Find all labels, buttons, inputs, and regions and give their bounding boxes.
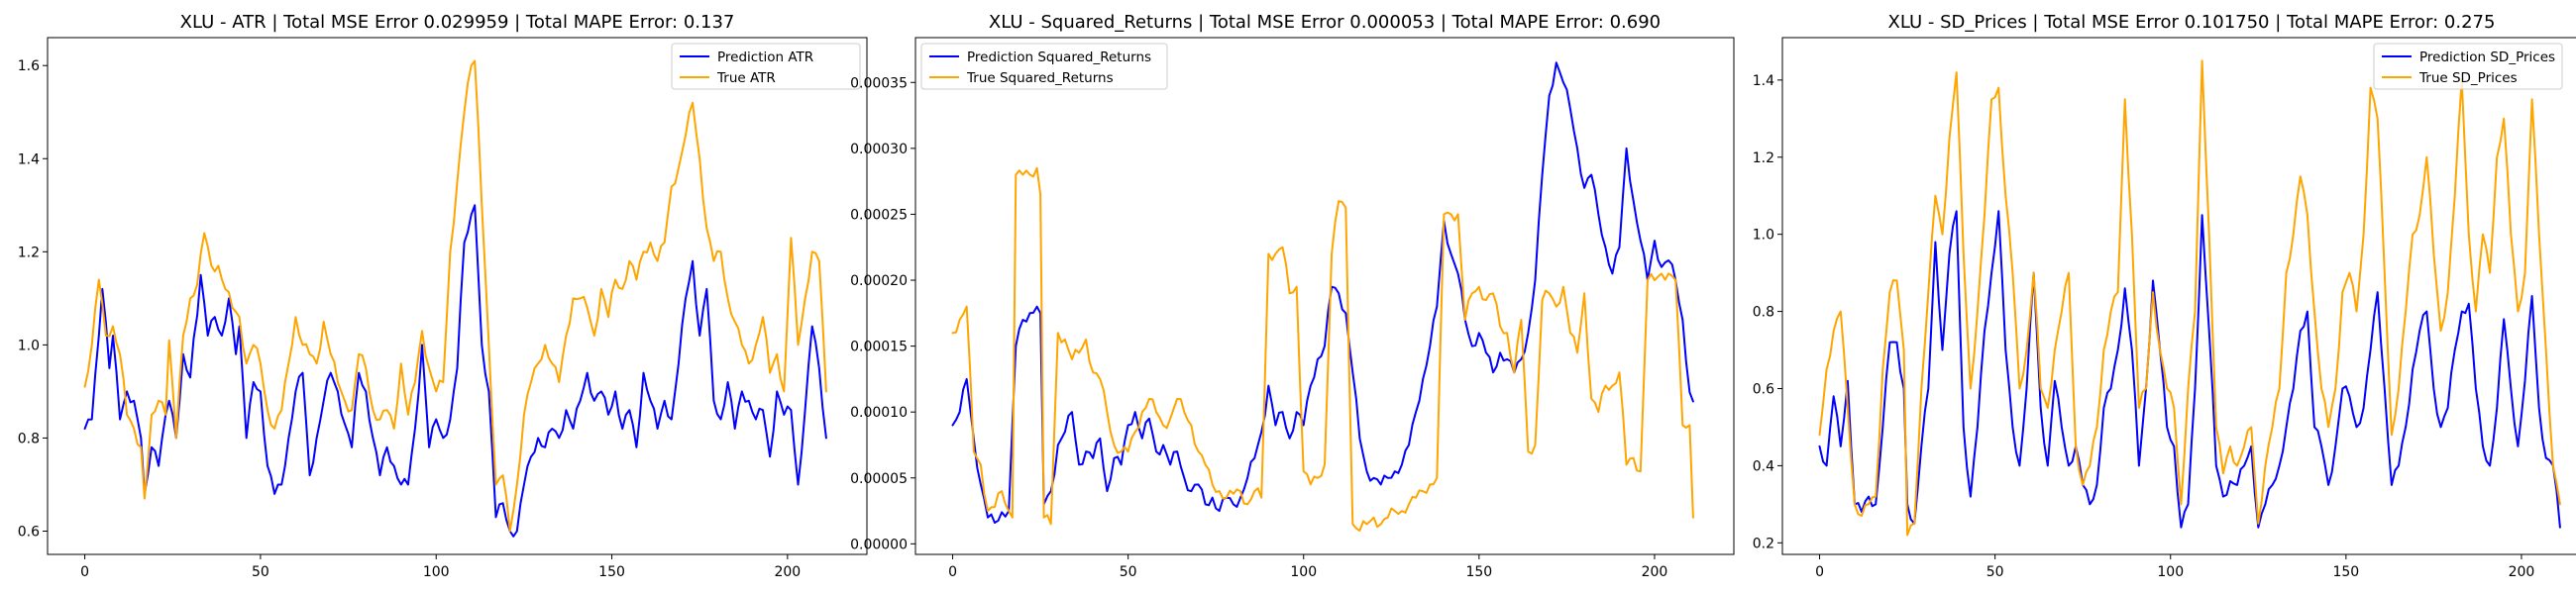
atr-legend-box	[671, 43, 861, 90]
sd-prices-x-tick-label: 150	[2332, 564, 2359, 580]
squared-returns-y-tick-label: 0.00030	[850, 142, 908, 157]
squared-returns-chart-title: XLU - Squared_Returns | Total MSE Error …	[989, 12, 1661, 33]
atr-y-tick-label: 0.8	[18, 431, 40, 446]
sd-prices-y-tick-label: 0.8	[1753, 305, 1774, 321]
atr-y-tick-label: 0.6	[18, 524, 40, 540]
squared-returns-y-tick-label: 0.00005	[850, 471, 908, 487]
sd-prices-plot-area	[1781, 37, 2576, 555]
atr-chart-title: XLU - ATR | Total MSE Error 0.029959 | T…	[180, 12, 735, 33]
sd-prices-y-axis: 0.2 0.4 0.6 0.8 1.0 1.2 1.4	[1753, 73, 1782, 551]
atr-y-tick-label: 1.6	[18, 58, 40, 74]
atr-y-tick-label: 1.2	[18, 245, 40, 260]
squared-returns-y-tick-label: 0.00025	[850, 207, 908, 223]
sd-prices-panel: XLU - SD_Prices | Total MSE Error 0.1017…	[1753, 12, 2576, 580]
squared-returns-x-axis: 0 50 100 150 200	[948, 554, 1667, 580]
squared-returns-x-tick-label: 200	[1642, 564, 1668, 580]
atr-y-tick-label: 1.0	[18, 338, 40, 353]
squared-returns-x-tick-label: 150	[1465, 564, 1492, 580]
squared-returns-y-tick-label: 0.00035	[850, 75, 908, 91]
atr-true-line	[83, 59, 827, 533]
sd-prices-series-lines	[1818, 59, 2561, 537]
atr-legend-true-label: True ATR	[716, 70, 776, 86]
sd-prices-prediction-line	[1818, 210, 2561, 529]
squared-returns-x-tick-label: 50	[1120, 564, 1137, 580]
sd-prices-x-axis: 0 50 100 150 200	[1815, 554, 2534, 580]
sd-prices-chart-title: XLU - SD_Prices | Total MSE Error 0.1017…	[1888, 12, 2496, 33]
squared-returns-plot-area	[914, 37, 1735, 555]
sd-prices-y-tick-label: 0.6	[1753, 381, 1774, 397]
atr-x-tick-label: 100	[423, 564, 450, 580]
atr-prediction-line	[83, 204, 827, 538]
squared-returns-y-tick-label: 0.00020	[850, 273, 908, 289]
atr-x-tick-label: 200	[774, 564, 801, 580]
sd-prices-x-tick-label: 200	[2509, 564, 2535, 580]
sd-prices-y-tick-label: 0.2	[1753, 536, 1774, 551]
squared-returns-legend: Prediction Squared_Returns True Squared_…	[920, 43, 1168, 90]
atr-plot-area	[47, 37, 868, 555]
squared-returns-true-line	[951, 166, 1694, 532]
sd-prices-legend: Prediction SD_Prices True SD_Prices	[2373, 43, 2563, 90]
squared-returns-panel: XLU - Squared_Returns | Total MSE Error …	[850, 12, 1735, 580]
squared-returns-legend-true-label: True Squared_Returns	[966, 70, 1114, 86]
sd-prices-y-tick-label: 1.0	[1753, 228, 1774, 244]
sd-prices-y-tick-label: 1.4	[1753, 73, 1774, 89]
sd-prices-x-tick-label: 0	[1815, 564, 1824, 580]
squared-returns-legend-box	[920, 43, 1168, 90]
squared-returns-prediction-line	[951, 61, 1694, 524]
squared-returns-x-tick-label: 0	[948, 564, 957, 580]
sd-prices-legend-box	[2373, 43, 2563, 90]
atr-x-axis: 0 50 100 150 200	[80, 554, 801, 580]
squared-returns-x-tick-label: 100	[1290, 564, 1317, 580]
atr-series-lines	[83, 59, 827, 538]
atr-legend-prediction-label: Prediction ATR	[717, 50, 813, 65]
atr-x-tick-label: 150	[598, 564, 625, 580]
sd-prices-x-tick-label: 100	[2157, 564, 2184, 580]
atr-legend: Prediction ATR True ATR	[671, 43, 861, 90]
sd-prices-legend-prediction-label: Prediction SD_Prices	[2419, 50, 2555, 65]
sd-prices-x-tick-label: 50	[1986, 564, 2004, 580]
squared-returns-y-tick-label: 0.00010	[850, 405, 908, 421]
squared-returns-y-axis: 0.00000 0.00005 0.00010 0.00015 0.00020 0.000…	[850, 75, 915, 552]
squared-returns-legend-prediction-label: Prediction Squared_Returns	[967, 50, 1151, 65]
atr-y-tick-label: 1.4	[18, 151, 40, 167]
sd-prices-y-tick-label: 0.4	[1753, 458, 1774, 474]
atr-x-tick-label: 50	[252, 564, 269, 580]
atr-y-axis: 0.6 0.8 1.0 1.2 1.4 1.6	[18, 58, 48, 540]
squared-returns-y-tick-label: 0.00000	[850, 537, 908, 552]
sd-prices-y-tick-label: 1.2	[1753, 150, 1774, 166]
sd-prices-true-line	[1818, 59, 2561, 537]
squared-returns-series-lines	[951, 61, 1694, 532]
squared-returns-y-tick-label: 0.00015	[850, 340, 908, 355]
sd-prices-legend-true-label: True SD_Prices	[2418, 70, 2518, 86]
atr-panel: XLU - ATR | Total MSE Error 0.029959 | T…	[18, 12, 868, 580]
atr-x-tick-label: 0	[80, 564, 89, 580]
